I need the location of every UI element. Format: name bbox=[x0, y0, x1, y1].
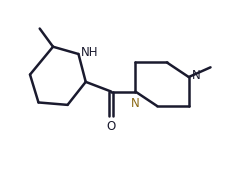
Text: NH: NH bbox=[81, 46, 99, 59]
Text: N: N bbox=[192, 69, 200, 82]
Text: N: N bbox=[131, 97, 140, 110]
Text: O: O bbox=[107, 120, 116, 133]
